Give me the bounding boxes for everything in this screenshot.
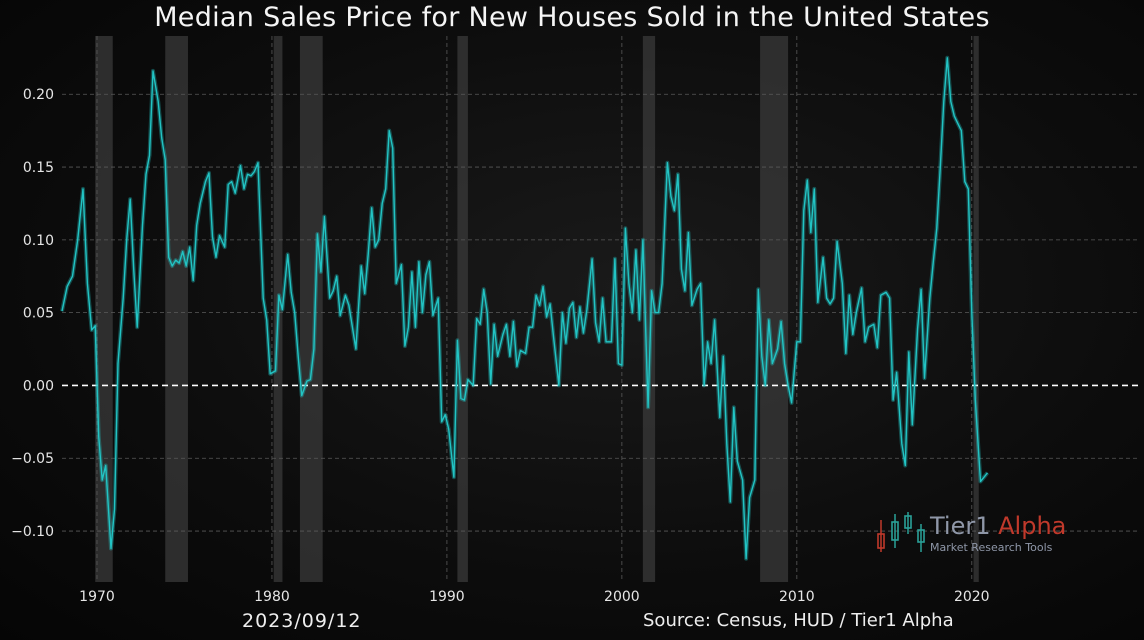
recession-bands <box>95 36 979 582</box>
y-tick-label: 0.05 <box>23 306 54 322</box>
x-tick-label: 1990 <box>429 589 465 605</box>
x-tick-label: 1970 <box>79 589 115 605</box>
y-tick-label: 0.00 <box>23 378 54 394</box>
y-tick-label: 0.10 <box>23 233 54 249</box>
recession-band-4 <box>457 36 468 582</box>
y-tick-label: 0.15 <box>23 160 54 176</box>
recession-band-6 <box>760 36 789 582</box>
source-label: Source: Census, HUD / Tier1 Alpha <box>643 610 954 631</box>
chart-title: Median Sales Price for New Houses Sold i… <box>154 2 990 33</box>
recession-band-0 <box>95 36 113 582</box>
series-lines <box>60 55 990 561</box>
recession-band-3 <box>299 36 323 582</box>
recession-band-7 <box>973 36 979 582</box>
x-tick-label: 2020 <box>954 589 990 605</box>
logo-wordmark: Tier1 Alpha <box>930 512 1066 540</box>
recession-band-5 <box>642 36 656 582</box>
logo-name-part2: Alpha <box>998 512 1067 540</box>
recession-band-1 <box>165 36 188 582</box>
tier1-alpha-logo: Tier1 Alpha Market Research Tools <box>876 512 1076 558</box>
date-label: 2023/09/12 <box>242 610 362 632</box>
y-tick-label: 0.20 <box>23 87 54 103</box>
y-tick-label: −0.05 <box>11 451 54 467</box>
grid-lines <box>62 36 1138 582</box>
x-tick-label: 1980 <box>254 589 290 605</box>
axis-ticks: −0.10 −0.05 0.00 0.05 0.10 0.15 0.20 1970 1980 19… <box>11 87 990 605</box>
y-tick-label: −0.10 <box>11 524 54 540</box>
x-tick-label: 2010 <box>779 589 815 605</box>
x-tick-label: 2000 <box>604 589 640 605</box>
logo-name-part1: Tier1 <box>930 512 991 540</box>
logo-tagline: Market Research Tools <box>930 541 1053 554</box>
candlestick-icon <box>877 512 925 552</box>
series-line-0 <box>61 57 989 560</box>
